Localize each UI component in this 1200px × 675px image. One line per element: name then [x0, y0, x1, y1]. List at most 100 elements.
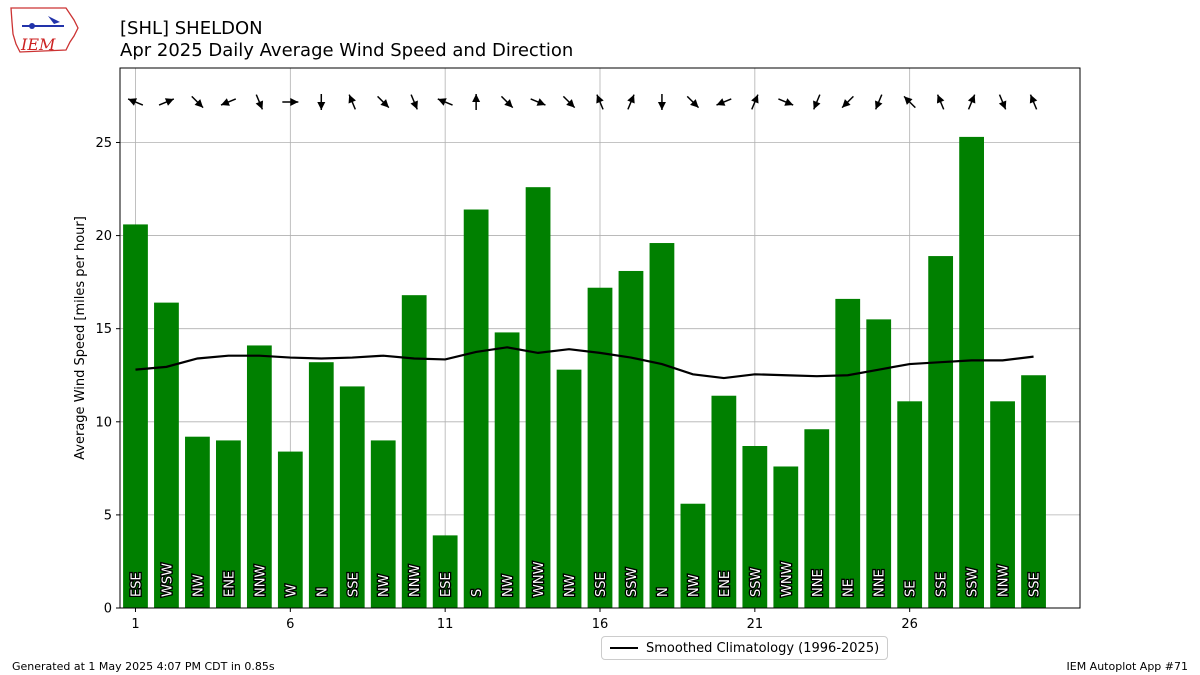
bar-direction-label: NNE [873, 569, 888, 597]
x-tick-label: 21 [747, 617, 764, 632]
wind-arrow-head [255, 100, 264, 110]
bar-direction-label: S [470, 589, 485, 597]
wind-arrow-head [784, 98, 794, 106]
bar [866, 319, 892, 608]
wind-arrow-head [317, 102, 326, 110]
bar-direction-label: WNW [780, 561, 795, 597]
wind-arrow-head [504, 99, 513, 108]
wind-arrow-head [596, 94, 604, 104]
logo-text: IEM [20, 35, 56, 54]
bar-direction-label: NW [501, 574, 516, 597]
iem-logo: IEM [10, 7, 79, 54]
bar-direction-label: W [284, 584, 299, 597]
wind-arrow-head [813, 100, 821, 110]
y-tick-label: 0 [104, 602, 112, 617]
wind-arrow-head [627, 94, 635, 104]
wind-arrow-head [437, 98, 447, 106]
bar-direction-label: SSW [625, 567, 640, 597]
wind-arrow-head [220, 98, 230, 106]
wind-arrow-head [164, 98, 174, 106]
climatology-line [135, 346, 1034, 380]
bar [990, 401, 1015, 608]
bar-direction-label: SSW [966, 567, 981, 597]
bar [587, 287, 613, 608]
y-tick-label: 10 [95, 415, 112, 430]
bar-direction-label: SSE [935, 572, 950, 597]
wind-arrow-head [128, 98, 138, 106]
bar-direction-label: N [315, 587, 330, 597]
bar [463, 209, 489, 608]
x-tick-label: 1 [131, 617, 139, 632]
wind-arrow-head [751, 94, 759, 104]
logo-station-dot [29, 23, 35, 29]
bar-direction-label: SSW [749, 567, 764, 597]
bar [401, 295, 427, 608]
bar-direction-label: ENE [222, 571, 237, 597]
bar [835, 298, 861, 608]
bar-direction-label: NE [842, 579, 857, 597]
chart-legend: Smoothed Climatology (1996-2025) [601, 636, 889, 660]
wind-arrow-head [1029, 94, 1038, 104]
bar [928, 256, 954, 608]
bar [897, 401, 923, 608]
bar-direction-label: SSE [346, 572, 361, 597]
bar [370, 440, 396, 608]
bar-direction-label: NW [191, 574, 206, 597]
wind-arrow-head [967, 94, 976, 104]
bar [742, 446, 768, 608]
logo-vane [48, 16, 60, 24]
bar [618, 270, 644, 608]
bar-direction-label: ESE [439, 572, 454, 597]
bar [525, 187, 551, 608]
wind-arrow-head [690, 99, 699, 108]
bar-direction-label: ESE [129, 572, 144, 597]
wind-arrow-head [380, 99, 389, 108]
bar-direction-label: SE [904, 581, 919, 597]
wind-arrow-head [472, 94, 481, 102]
bar-direction-label: SSE [1028, 572, 1043, 597]
bar [216, 440, 241, 608]
bar [711, 395, 737, 608]
bar-direction-label: SSE [594, 572, 609, 597]
bar-direction-label: NW [377, 574, 392, 597]
bar [123, 224, 148, 608]
wind-arrow-head [875, 100, 883, 110]
bar [185, 436, 210, 608]
bar-direction-label: WSW [160, 563, 175, 597]
wind-arrow-head [657, 102, 666, 110]
bar [246, 345, 272, 608]
wind-arrow-head [348, 94, 356, 104]
y-axis-title: Average Wind Speed [miles per hour] [73, 216, 88, 460]
bar-direction-label: NNW [997, 565, 1012, 597]
y-tick-label: 15 [95, 322, 112, 337]
bar-direction-label: ENE [718, 571, 733, 597]
bar [1021, 375, 1046, 608]
bar-direction-label: NW [687, 574, 702, 597]
bar-direction-label: N [656, 587, 671, 597]
footer-generated: Generated at 1 May 2025 4:07 PM CDT in 0… [12, 660, 275, 673]
x-tick-label: 6 [286, 617, 294, 632]
y-tick-label: 25 [95, 136, 112, 151]
bar [773, 466, 799, 608]
wind-arrow-head [410, 100, 418, 110]
legend-line-swatch [610, 647, 638, 649]
wind-arrow-head [194, 99, 204, 108]
x-tick-label: 11 [437, 617, 454, 632]
footer-app-label: IEM Autoplot App #71 [1066, 660, 1189, 673]
bar [804, 429, 830, 608]
wind-arrow-head [904, 96, 913, 105]
bar-direction-label: NNW [253, 565, 268, 597]
wind-arrow-head [936, 94, 945, 104]
x-tick-label: 16 [592, 617, 609, 632]
bar [154, 302, 179, 608]
bar [432, 535, 458, 608]
chart-title: [SHL] SHELDON [120, 18, 263, 39]
bar [339, 386, 365, 608]
bar-direction-label: NW [563, 574, 578, 597]
bar [494, 332, 520, 608]
bar [649, 243, 675, 608]
wind-arrow-head [842, 99, 851, 108]
y-tick-label: 20 [95, 229, 112, 244]
bar-direction-label: NNW [408, 565, 423, 597]
